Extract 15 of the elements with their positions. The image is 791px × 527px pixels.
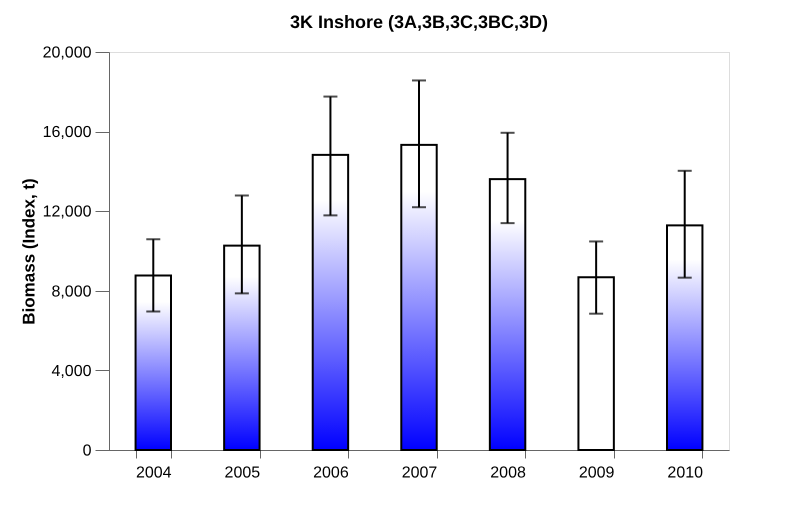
y-tick-label: 0 bbox=[82, 442, 92, 460]
y-tick-label: 16,000 bbox=[42, 124, 92, 142]
y-tick-label: 4,000 bbox=[51, 362, 92, 380]
y-tick-label: 20,000 bbox=[42, 44, 92, 62]
x-tick-label: 2009 bbox=[578, 464, 615, 482]
y-tick-label: 8,000 bbox=[51, 283, 92, 300]
x-tick-label: 2005 bbox=[224, 464, 260, 482]
x-tick-label: 2010 bbox=[667, 464, 704, 482]
y-tick-label: 12,000 bbox=[42, 204, 92, 221]
x-tick-label: 2008 bbox=[490, 464, 526, 482]
x-tick-label: 2004 bbox=[136, 464, 172, 482]
x-tick-label: 2007 bbox=[402, 464, 438, 482]
chart-title: 3K Inshore (3A,3B,3C,3BC,3D) bbox=[290, 12, 548, 32]
x-tick-label: 2006 bbox=[313, 464, 349, 482]
y-axis-title: Biomass (Index, t) bbox=[20, 178, 39, 325]
